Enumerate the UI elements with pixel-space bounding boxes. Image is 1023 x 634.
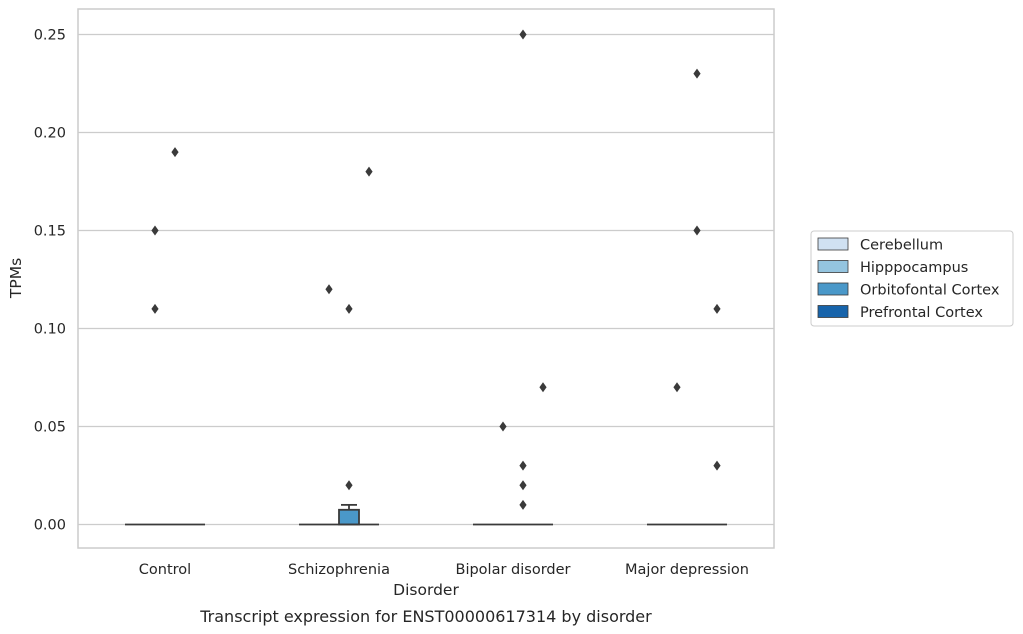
plot-area-frame: [77, 8, 775, 549]
y-tick-label: 0.05: [34, 419, 66, 435]
legend-label: Hipppocampus: [860, 260, 968, 276]
x-tick-label: Schizophrenia: [288, 562, 390, 578]
legend-label: Cerebellum: [860, 238, 943, 254]
outlier-point: [519, 29, 527, 40]
outlier-point: [713, 303, 721, 314]
y-axis-label: TPMs: [7, 258, 25, 299]
box-body: [338, 508, 360, 526]
outlier-point: [713, 460, 721, 471]
outlier-point: [499, 421, 507, 432]
y-tick-label: 0.20: [34, 125, 66, 141]
outlier-point: [693, 225, 701, 236]
outlier-point: [345, 480, 353, 491]
legend-swatch: [817, 260, 849, 273]
y-tick-label: 0.00: [34, 517, 66, 533]
outlier-point: [673, 382, 681, 393]
outlier-point: [519, 460, 527, 471]
plot-area-background: [78, 9, 774, 548]
outlier-point: [693, 68, 701, 79]
y-axis-tick-labels: 0.00 0.05 0.10 0.15 0.20 0.25: [34, 27, 66, 533]
chart-caption: Transcript expression for ENST0000061731…: [199, 607, 652, 626]
outlier-point: [345, 303, 353, 314]
outlier-point: [325, 284, 333, 295]
legend-swatch: [817, 305, 849, 318]
box-orbitofontal-cortex: [338, 503, 360, 526]
outlier-point: [151, 303, 159, 314]
legend-label: Prefrontal Cortex: [860, 305, 983, 321]
outlier-point: [519, 499, 527, 510]
boxes: [125, 503, 727, 526]
x-axis-label: Disorder: [393, 581, 459, 599]
outlier-point: [151, 225, 159, 236]
outliers: [151, 29, 721, 510]
x-axis-tick-labels: Control Schizophrenia Bipolar disorder Majo…: [139, 562, 749, 578]
legend-frame: [810, 230, 1014, 327]
y-tick-label: 0.25: [34, 27, 66, 43]
y-tick-label: 0.15: [34, 223, 66, 239]
legend-swatch: [817, 237, 849, 251]
x-tick-label: Major depression: [625, 562, 749, 578]
legend-label: Orbitofontal Cortex: [860, 283, 1000, 299]
legend-swatch: [817, 282, 849, 296]
outlier-point: [365, 166, 373, 177]
outlier-point: [519, 480, 527, 491]
legend: Cerebellum Hipppocampus Orbitofontal Corte…: [810, 230, 1014, 327]
y-tick-label: 0.10: [34, 321, 66, 337]
outlier-point: [539, 382, 547, 393]
x-tick-label: Bipolar disorder: [456, 562, 571, 578]
x-tick-label: Control: [139, 562, 191, 578]
outlier-point: [171, 147, 179, 158]
